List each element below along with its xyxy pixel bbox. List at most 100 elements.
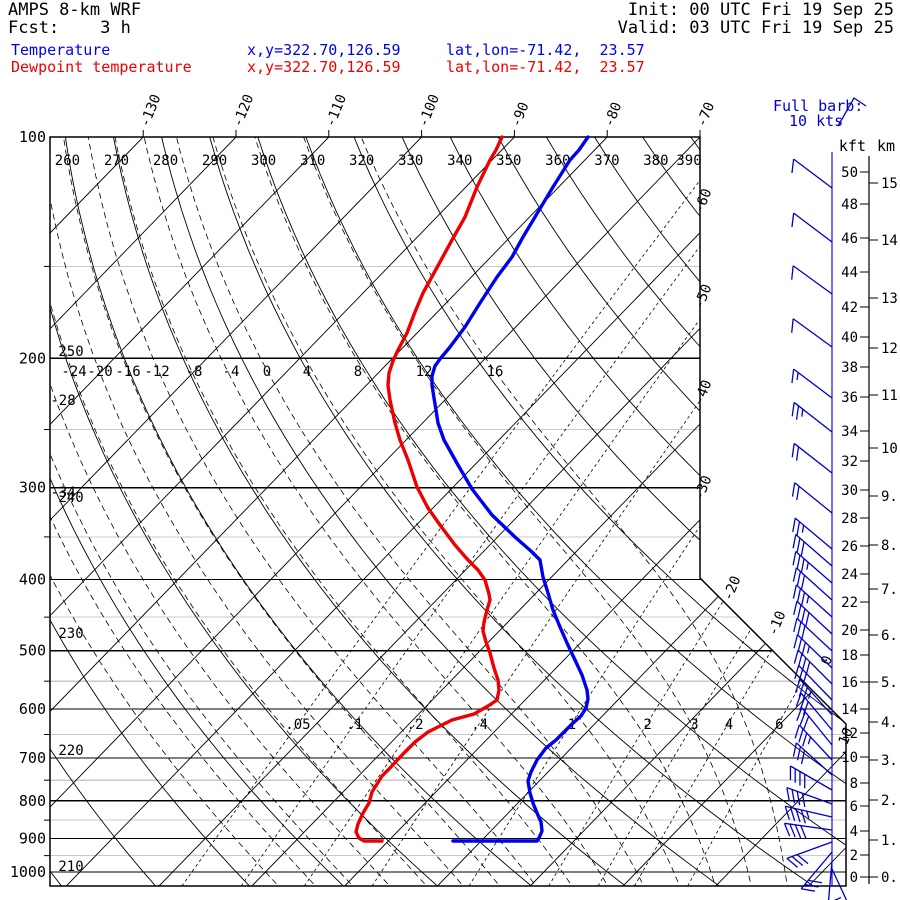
- legend-temperature-xy: x,y=322.70,126.59: [247, 41, 401, 59]
- altitude-axis: kft km50484644424038363432302826242220181…: [839, 137, 900, 886]
- svg-text:18: 18: [841, 648, 858, 664]
- svg-text:6: 6: [850, 799, 858, 815]
- svg-text:330: 330: [398, 153, 423, 169]
- svg-text:42: 42: [841, 300, 858, 316]
- moist-adiabat-lines: [50, 137, 789, 886]
- legend-temperature-latlon: lat,lon=-71.42, 23.57: [446, 41, 645, 59]
- svg-text:-40: -40: [691, 378, 715, 407]
- legend-dewpoint-xy: x,y=322.70,126.59: [247, 58, 401, 76]
- forecast-hour: Fcst: 3 h: [8, 18, 131, 38]
- svg-text:-34: -34: [50, 485, 75, 501]
- svg-text:44: 44: [841, 265, 858, 281]
- svg-text:4: 4: [850, 824, 858, 840]
- svg-text:14.: 14.: [881, 233, 900, 249]
- svg-text:-8: -8: [186, 364, 203, 380]
- svg-text:-30: -30: [691, 473, 715, 502]
- svg-text:800: 800: [19, 792, 46, 810]
- svg-text:16: 16: [487, 364, 504, 380]
- dewpoint-curve: [354, 135, 504, 843]
- svg-text:-90: -90: [508, 100, 532, 129]
- isotherm-top-labels: -130 -120 -110 -100 -90 -80 -70: [137, 92, 718, 137]
- svg-text:0: 0: [850, 870, 858, 886]
- svg-text:11.: 11.: [881, 388, 900, 404]
- svg-text:260: 260: [55, 153, 80, 169]
- svg-text:5.: 5.: [881, 675, 898, 691]
- svg-text:10: 10: [841, 750, 858, 766]
- svg-text:600: 600: [19, 700, 46, 718]
- svg-text:15.: 15.: [881, 176, 900, 192]
- wind-barbs: [783, 152, 848, 900]
- svg-text:310: 310: [300, 153, 325, 169]
- svg-text:360: 360: [545, 153, 570, 169]
- svg-text:-20: -20: [87, 364, 112, 380]
- svg-text:20: 20: [841, 623, 858, 639]
- svg-text:12: 12: [416, 364, 433, 380]
- svg-text:2: 2: [643, 717, 651, 733]
- svg-text:24: 24: [841, 567, 858, 583]
- svg-text:-10: -10: [765, 609, 789, 638]
- svg-text:48: 48: [841, 197, 858, 213]
- svg-text:-130: -130: [137, 92, 164, 129]
- svg-text:-50: -50: [691, 282, 715, 311]
- svg-text:230: 230: [58, 626, 83, 642]
- init-time: Init: 00 UTC Fri 19 Sep 25: [627, 0, 894, 20]
- pressure-minor-lines: [50, 265, 846, 857]
- svg-text:700: 700: [19, 749, 46, 767]
- svg-text:12: 12: [841, 726, 858, 742]
- svg-text:26: 26: [841, 539, 858, 555]
- svg-text:4: 4: [725, 717, 733, 733]
- svg-text:40: 40: [841, 330, 858, 346]
- svg-text:340: 340: [447, 153, 472, 169]
- svg-text:8: 8: [354, 364, 362, 380]
- temperature-curve: [430, 135, 590, 843]
- svg-text:.4: .4: [471, 717, 488, 733]
- svg-text:8: 8: [850, 776, 858, 792]
- svg-text:300: 300: [19, 479, 46, 497]
- svg-text:900: 900: [19, 829, 46, 847]
- svg-text:2.: 2.: [881, 793, 898, 809]
- svg-text:1000: 1000: [10, 863, 46, 881]
- svg-text:300: 300: [251, 153, 276, 169]
- barb-legend-line2: 10 kts: [789, 112, 844, 130]
- svg-text:3.: 3.: [881, 753, 898, 769]
- svg-text:kft: kft: [839, 137, 866, 155]
- svg-text:400: 400: [19, 571, 46, 589]
- svg-text:290: 290: [202, 153, 227, 169]
- svg-text:6: 6: [775, 717, 783, 733]
- svg-text:-60: -60: [691, 186, 715, 215]
- svg-text:14: 14: [841, 702, 858, 718]
- svg-text:10: 10: [836, 726, 857, 748]
- svg-text:-20: -20: [720, 574, 744, 603]
- model-title: AMPS 8-km WRF: [8, 0, 142, 20]
- svg-text:.2: .2: [407, 717, 424, 733]
- svg-text:7.: 7.: [881, 582, 898, 598]
- svg-text:46: 46: [841, 231, 858, 247]
- legend-dewpoint-latlon: lat,lon=-71.42, 23.57: [446, 58, 645, 76]
- svg-text:16: 16: [841, 675, 858, 691]
- svg-text:-80: -80: [601, 100, 625, 129]
- moist-adiabat-labels: -24 -20 -16 -12 -8 -4 0 4 8 12 16 -28 -34: [50, 364, 503, 501]
- svg-text:2: 2: [850, 848, 858, 864]
- svg-text:9.: 9.: [881, 489, 898, 505]
- svg-text:1.: 1.: [881, 833, 898, 849]
- svg-text:210: 210: [58, 859, 83, 875]
- svg-text:-70: -70: [694, 100, 718, 129]
- mixing-ratio-lines: [181, 137, 846, 886]
- valid-time: Valid: 03 UTC Fri 19 Sep 25: [617, 18, 894, 38]
- svg-text:-16: -16: [115, 364, 140, 380]
- svg-text:50: 50: [841, 165, 858, 181]
- pressure-labels: 100 200 300 400 500 600 700 800 900 1000: [10, 128, 50, 881]
- svg-text:0: 0: [818, 654, 836, 668]
- svg-text:4.: 4.: [881, 715, 898, 731]
- svg-text:380: 380: [643, 153, 668, 169]
- svg-text:240: 240: [58, 490, 83, 506]
- svg-text:4: 4: [303, 364, 311, 380]
- svg-text:34: 34: [841, 424, 858, 440]
- svg-text:-4: -4: [223, 364, 240, 380]
- svg-text:370: 370: [594, 153, 619, 169]
- svg-text:36: 36: [841, 390, 858, 406]
- svg-text:-120: -120: [230, 92, 257, 129]
- svg-text:-100: -100: [415, 92, 442, 129]
